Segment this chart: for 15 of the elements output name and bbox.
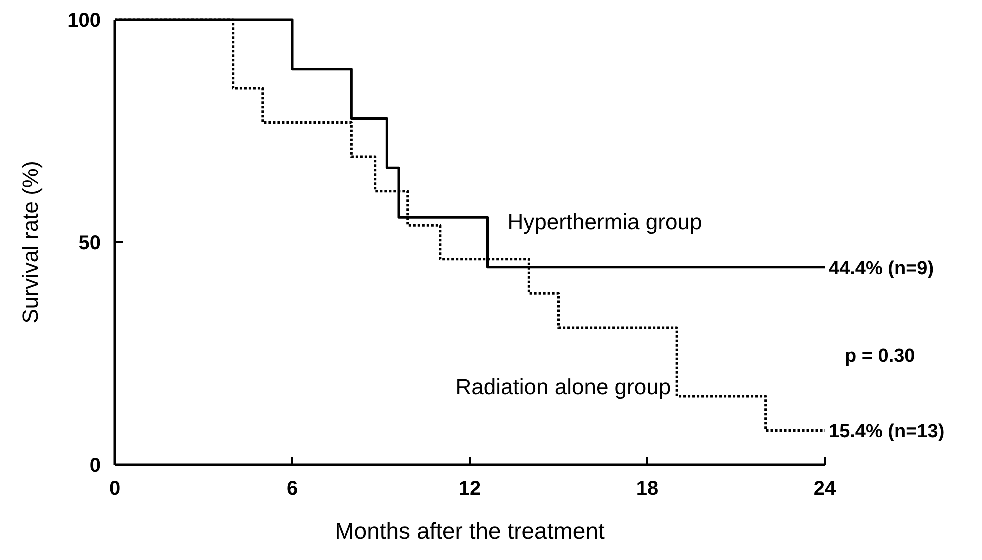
x-tick-label: 18 — [636, 478, 659, 500]
series-label: Radiation alone group — [456, 374, 672, 400]
x-tick-label: 6 — [286, 478, 298, 500]
text: p = 0.30 — [845, 346, 916, 367]
x-tick-label: 12 — [458, 478, 482, 500]
x-axis-title: Months after the treatment — [335, 518, 606, 544]
x-tick-label: 0 — [109, 478, 121, 500]
y-tick-label: 50 — [78, 232, 101, 254]
y-axis-title: Survival rate (%) — [18, 161, 43, 324]
series-label: Hyperthermia group — [508, 209, 702, 234]
annotation: 15.4% (n=13) — [829, 422, 945, 443]
y-tick-label: 0 — [90, 455, 101, 477]
y-tick-label: 100 — [68, 10, 101, 32]
annotation: 44.4% (n=9) — [829, 258, 934, 280]
x-tick-label: 24 — [814, 478, 837, 500]
